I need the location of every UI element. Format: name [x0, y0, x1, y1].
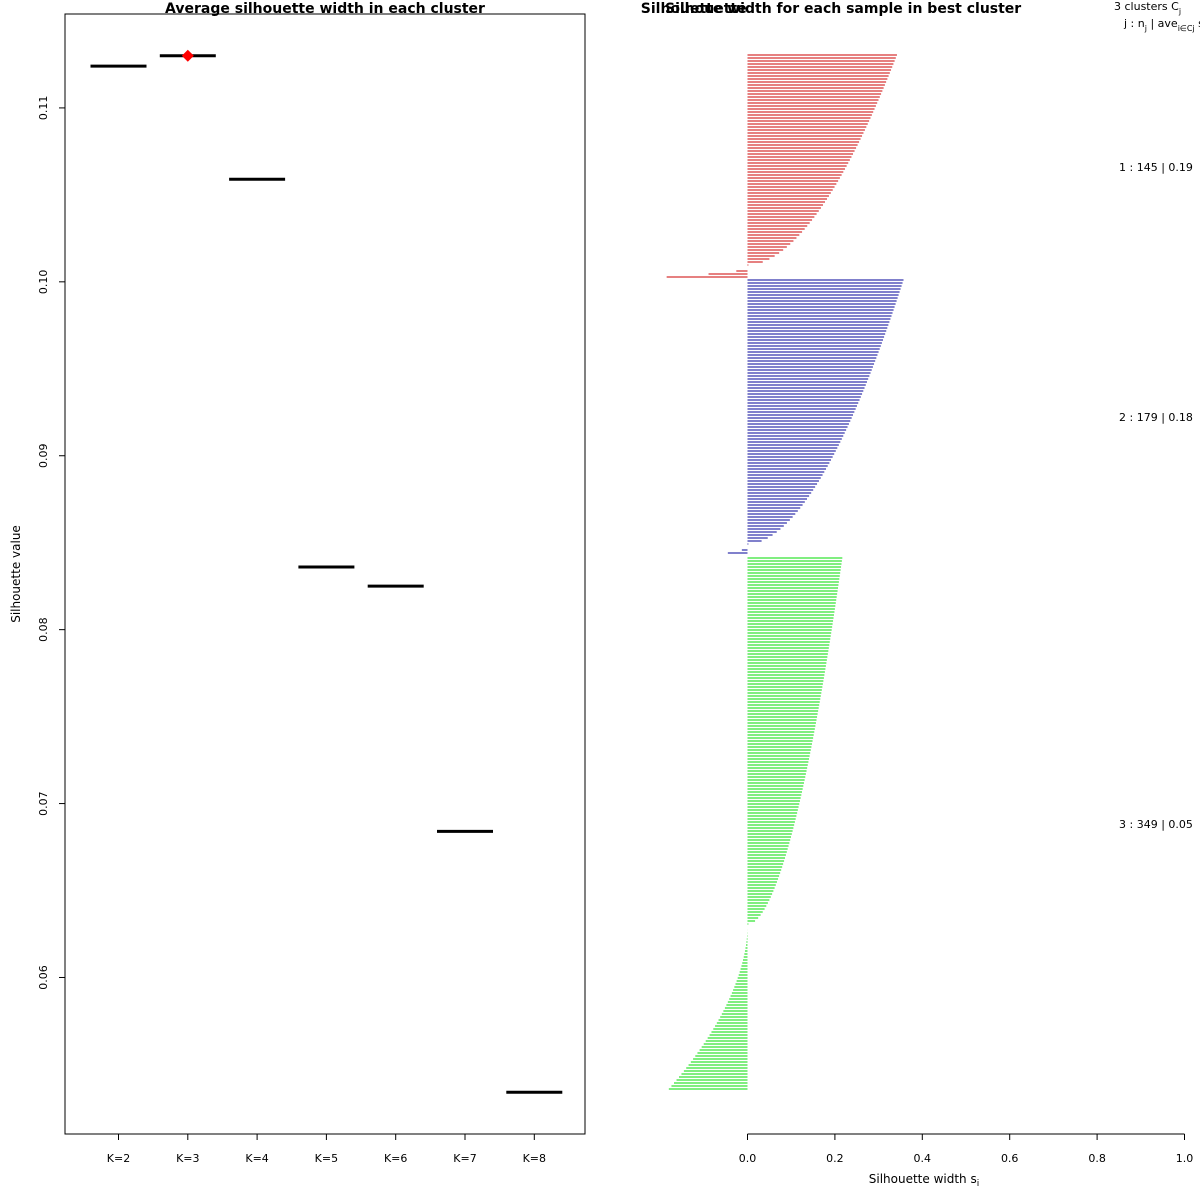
legend-header-2-a: j : n [1123, 17, 1145, 30]
left-y-axis: 0.06 0.07 0.08 0.09 0.10 0.11 [37, 96, 65, 990]
legend-header-2-sub2: i∈Cj [1178, 24, 1195, 33]
cluster-2-bars [727, 279, 904, 554]
legend-header-1: 3 clusters Cj [1114, 0, 1181, 16]
left-y-axis-label: Silhouette value [9, 525, 23, 623]
legend-header-2-sub: j [1144, 24, 1147, 33]
left-marks [90, 49, 563, 1094]
legend-cluster-1: 1 : 145 | 0.19 [1119, 161, 1193, 174]
right-x-tick-label: 1.0 [1176, 1152, 1194, 1165]
right-x-tick-label: 0.6 [1001, 1152, 1019, 1165]
cluster-3-bars [668, 557, 843, 1090]
left-y-tick-label: 0.10 [37, 270, 50, 295]
legend-header-2-mid: | ave [1147, 17, 1178, 30]
right-x-tick-label: 0.2 [826, 1152, 844, 1165]
left-y-tick-label: 0.09 [37, 443, 50, 468]
best-k-marker [181, 49, 194, 62]
left-x-tick-label: K=8 [523, 1152, 546, 1165]
left-x-tick-label: K=7 [453, 1152, 476, 1165]
left-x-tick-label: K=4 [245, 1152, 268, 1165]
right-x-axis: 0.0 0.2 0.4 0.6 0.8 1.0 [739, 1133, 1194, 1165]
right-chart-title-overlap: Silhouette [665, 1, 747, 17]
left-x-tick-label: K=5 [315, 1152, 338, 1165]
right-panel: Silhouette Silhouette width for each sam… [641, 0, 1200, 1189]
left-y-tick-label: 0.08 [37, 617, 50, 642]
right-x-tick-label: 0.0 [739, 1152, 757, 1165]
left-chart-title: Average silhouette width in each cluster [165, 1, 485, 17]
left-y-tick-label: 0.06 [37, 965, 50, 990]
right-x-axis-label-main: Silhouette width s [869, 1172, 977, 1186]
left-x-tick-label: K=3 [176, 1152, 199, 1165]
legend-header-1-main: 3 clusters C [1114, 0, 1179, 13]
left-y-tick-label: 0.07 [37, 791, 50, 816]
left-plot-frame [64, 13, 586, 1135]
left-x-tick-label: K=2 [107, 1152, 130, 1165]
right-x-axis-label: Silhouette width si [869, 1172, 980, 1189]
cluster-legend: 3 clusters Cj j : nj | avei∈Cj s 1 : 145… [1114, 0, 1200, 831]
legend-cluster-3: 3 : 349 | 0.05 [1119, 818, 1193, 831]
left-x-axis: K=2 K=3 K=4 K=5 K=6 K=7 K=8 [107, 1134, 546, 1165]
silhouette-bars [666, 54, 904, 1090]
legend-header-2: j : nj | avei∈Cj s [1123, 17, 1200, 33]
left-x-tick-label: K=6 [384, 1152, 407, 1165]
left-y-tick-label: 0.11 [37, 96, 50, 121]
legend-header-1-sub: j [1178, 7, 1181, 16]
right-chart-title: Silhouette width for each sample in best… [641, 1, 1022, 17]
right-x-tick-label: 0.4 [914, 1152, 932, 1165]
right-x-axis-label-sub: i [977, 1179, 980, 1189]
right-x-tick-label: 0.8 [1088, 1152, 1106, 1165]
cluster-1-bars [666, 54, 897, 278]
legend-cluster-2: 2 : 179 | 0.18 [1119, 411, 1193, 424]
left-panel: Average silhouette width in each cluster… [9, 1, 586, 1165]
legend-header-2-end: s [1195, 17, 1200, 30]
